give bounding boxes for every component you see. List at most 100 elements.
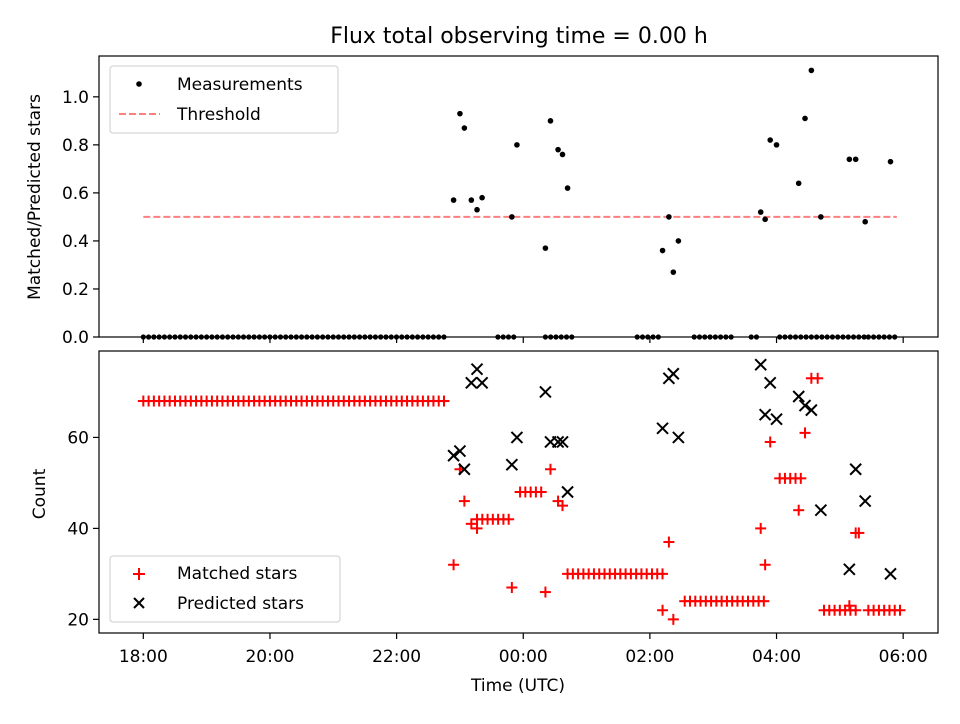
x-tick-label: 20:00 [245, 647, 294, 667]
count-legend: Matched stars Predicted stars [109, 555, 341, 623]
measurement-point [887, 158, 894, 165]
matched-star-marker [535, 486, 547, 498]
matched-star-marker [458, 495, 470, 507]
ratio-axes-frame [98, 55, 939, 338]
legend-matched-marker [133, 568, 145, 580]
measurement-point [559, 151, 566, 158]
matched-star-marker [657, 604, 669, 616]
measurement-point [802, 115, 808, 122]
matched-star-marker [438, 395, 450, 407]
count-y-tick-label: 40 [67, 519, 89, 539]
measurement-point [818, 214, 824, 220]
ratio-y-axis: 0.0 0.2 0.4 0.6 0.8 1.0 [62, 88, 99, 348]
predicted-star-marker [849, 463, 862, 476]
predicted-star-marker [672, 431, 685, 444]
legend-matched-label: Matched stars [177, 564, 297, 584]
measurement-point [762, 216, 768, 223]
predicted-star-marker [656, 422, 669, 435]
matched-star-marker [759, 559, 771, 571]
matched-star-marker [812, 372, 824, 384]
predicted-star-marker [792, 390, 805, 403]
predicted-star-marker [561, 485, 574, 499]
predicted-star-marker [510, 431, 524, 444]
measurement-point [547, 118, 554, 124]
ratio-y-tick-label: 0.4 [62, 232, 89, 252]
count-y-tick-label: 60 [67, 428, 89, 448]
measurement-point [846, 156, 853, 163]
measurement-point [479, 194, 485, 201]
count-x-axis: 18:00 20:00 22:00 00:00 02:00 04:00 06:00 [119, 633, 928, 667]
ratio-y-tick-label: 0.0 [62, 328, 89, 348]
count-y-axis-label: Count [30, 468, 50, 519]
predicted-star-marker [551, 435, 565, 449]
x-tick-label: 06:00 [879, 647, 928, 667]
measurement-point [862, 218, 868, 225]
count-axes-frame [98, 350, 939, 634]
predicted-star-marker [447, 449, 460, 462]
predicted-star-marker [505, 458, 519, 471]
measurement-point [542, 245, 549, 251]
measurement-point [474, 206, 480, 213]
measurement-point [659, 247, 666, 254]
matched-star-marker [503, 513, 515, 525]
matched-star-marker [539, 586, 551, 598]
measurement-point [795, 180, 802, 187]
matched-star-marker [758, 595, 770, 607]
measurement-point [670, 269, 677, 275]
matched-star-marker [764, 436, 776, 448]
matched-star-marker [657, 568, 669, 580]
matched-star-marker [471, 522, 483, 534]
legend-threshold-label: Threshold [176, 105, 261, 125]
measurement-point [450, 197, 457, 203]
matched-star-marker [843, 600, 855, 612]
predicted-star-marker [667, 367, 680, 380]
matched-star-marker [755, 522, 767, 534]
ratio-panel: 0.0 0.2 0.4 0.6 0.8 1.0 Matched/Predicted sta… [25, 55, 939, 348]
count-plot-area [137, 358, 906, 625]
matched-star-marker [557, 500, 569, 512]
predicted-star-marker [754, 358, 767, 371]
predicted-star-marker [884, 567, 897, 581]
measurement-point [852, 156, 859, 163]
ratio-y-tick-label: 1.0 [62, 88, 89, 108]
matched-star-marker [544, 463, 556, 475]
matched-star-marker [799, 427, 811, 439]
measurement-point [461, 125, 468, 131]
measurement-point [514, 142, 520, 148]
measurement-point [757, 209, 764, 215]
measurement-point [666, 214, 672, 220]
measurement-point [808, 67, 815, 74]
measurement-point [457, 110, 463, 117]
matched-star-marker [850, 604, 862, 616]
x-tick-label: 18:00 [119, 647, 168, 667]
legend-predicted-label: Predicted stars [177, 594, 304, 614]
matched-star-marker [793, 504, 805, 516]
matched-star-marker [667, 613, 679, 625]
ratio-legend: Measurements Threshold [109, 65, 339, 134]
ratio-y-axis-label: Matched/Predicted stars [25, 94, 45, 300]
measurement-point [468, 197, 475, 203]
predicted-star-marker [798, 399, 812, 412]
chart-title: Flux total observing time = 0.00 h [330, 24, 708, 49]
measurement-point [773, 142, 780, 148]
matched-star-marker [663, 536, 675, 548]
matched-star-marker [448, 559, 460, 571]
predicted-star-marker [814, 503, 828, 517]
legend-predicted-marker [133, 597, 145, 609]
matched-star-marker [465, 518, 477, 530]
measurement-point [767, 137, 773, 143]
predicted-star-marker [805, 403, 818, 417]
count-panel: 20 40 60 18:00 20:00 22:00 00:00 02:00 04:00 06:… [30, 350, 939, 696]
x-tick-label: 04:00 [752, 647, 801, 667]
ratio-legend-box [109, 65, 339, 134]
legend-measurements-marker [136, 81, 142, 87]
count-y-axis: 20 40 60 [67, 428, 99, 630]
predicted-star-marker [843, 563, 856, 576]
measurement-point [509, 214, 515, 220]
matched-star-marker [506, 582, 518, 594]
predicted-star-marker [556, 435, 569, 449]
measurement-point [564, 185, 571, 191]
x-tick-label: 00:00 [499, 647, 548, 667]
predicted-star-marker [858, 494, 872, 508]
